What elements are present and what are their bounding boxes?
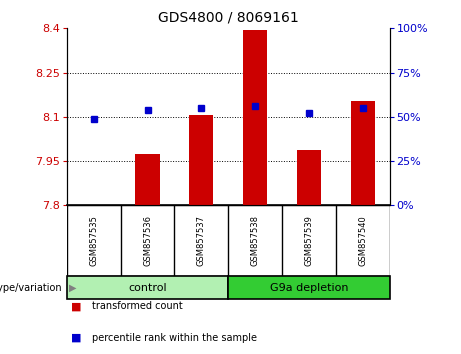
Text: G9a depletion: G9a depletion xyxy=(270,282,348,293)
Text: GSM857540: GSM857540 xyxy=(358,215,367,266)
Text: genotype/variation: genotype/variation xyxy=(0,282,62,293)
Bar xyxy=(243,30,267,205)
Text: transformed count: transformed count xyxy=(92,301,183,311)
Text: percentile rank within the sample: percentile rank within the sample xyxy=(92,333,257,343)
Text: GSM857535: GSM857535 xyxy=(89,215,98,266)
Bar xyxy=(136,154,160,205)
Bar xyxy=(189,115,213,205)
Bar xyxy=(297,150,321,205)
Text: GSM857538: GSM857538 xyxy=(251,215,260,266)
Text: ■: ■ xyxy=(71,301,82,311)
Bar xyxy=(67,276,228,299)
Text: control: control xyxy=(128,282,167,293)
Text: ■: ■ xyxy=(71,333,82,343)
Title: GDS4800 / 8069161: GDS4800 / 8069161 xyxy=(158,10,299,24)
Bar xyxy=(228,276,390,299)
Bar xyxy=(350,101,375,205)
Text: GSM857537: GSM857537 xyxy=(197,215,206,266)
Text: GSM857536: GSM857536 xyxy=(143,215,152,266)
Text: GSM857539: GSM857539 xyxy=(304,215,313,266)
Text: ▶: ▶ xyxy=(69,282,77,293)
